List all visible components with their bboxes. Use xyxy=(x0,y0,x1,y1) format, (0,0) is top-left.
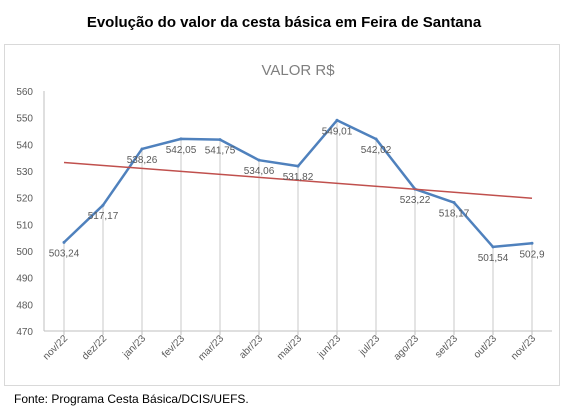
data-point xyxy=(374,137,378,141)
x-tick-label: jan/23 xyxy=(120,333,148,361)
data-label: 549,01 xyxy=(322,126,353,137)
x-tick-label: nov/23 xyxy=(509,333,538,362)
x-tick-label: jun/23 xyxy=(315,333,343,361)
x-tick-label: dez/22 xyxy=(80,333,109,362)
data-label: 502,9 xyxy=(519,249,544,260)
data-label: 542,02 xyxy=(361,145,392,156)
data-point xyxy=(218,138,222,142)
data-label: 542,05 xyxy=(166,145,197,156)
y-tick-label: 530 xyxy=(16,167,33,178)
y-tick-label: 520 xyxy=(16,194,33,205)
x-tick-label: set/23 xyxy=(433,333,460,360)
data-point xyxy=(179,137,183,141)
data-point xyxy=(62,240,66,244)
y-tick-label: 490 xyxy=(16,274,33,285)
data-point xyxy=(530,241,534,245)
data-label: 541,75 xyxy=(205,146,236,157)
x-tick-label: out/23 xyxy=(472,333,500,361)
data-point xyxy=(335,118,339,122)
y-tick-label: 470 xyxy=(16,327,33,338)
data-label: 518,17 xyxy=(439,209,470,220)
x-tick-label: mai/23 xyxy=(275,333,304,362)
data-point xyxy=(140,147,144,151)
x-tick-label: jul/23 xyxy=(357,333,383,359)
data-label: 538,26 xyxy=(127,155,158,166)
data-label: 534,06 xyxy=(244,166,275,177)
x-tick-label: mar/23 xyxy=(196,333,226,363)
y-tick-label: 500 xyxy=(16,247,33,258)
y-tick-label: 550 xyxy=(16,114,33,125)
y-tick-label: 560 xyxy=(16,87,33,98)
data-point xyxy=(452,201,456,205)
data-label: 531,82 xyxy=(283,172,314,183)
data-point xyxy=(257,158,261,162)
x-tick-label: nov/22 xyxy=(41,333,70,362)
chart-area xyxy=(4,44,560,386)
data-label: 501,54 xyxy=(478,253,509,264)
trendline xyxy=(63,161,533,199)
data-point xyxy=(296,164,300,168)
y-tick-label: 510 xyxy=(16,220,33,231)
data-point xyxy=(491,245,495,249)
data-label: 503,24 xyxy=(49,248,80,259)
x-tick-label: ago/23 xyxy=(392,333,422,363)
data-label: 523,22 xyxy=(400,195,431,206)
data-label: 517,17 xyxy=(88,211,119,222)
y-tick-label: 480 xyxy=(16,300,33,311)
data-point xyxy=(101,203,105,207)
page-title: Evolução do valor da cesta básica em Fei… xyxy=(86,14,482,31)
y-tick-label: 540 xyxy=(16,140,33,151)
chart-title: VALOR R$ xyxy=(261,62,335,79)
x-tick-label: fev/23 xyxy=(160,333,187,360)
x-tick-label: abr/23 xyxy=(237,333,265,361)
source-note: Fonte: Programa Cesta Básica/DCIS/UEFS. xyxy=(14,392,249,406)
